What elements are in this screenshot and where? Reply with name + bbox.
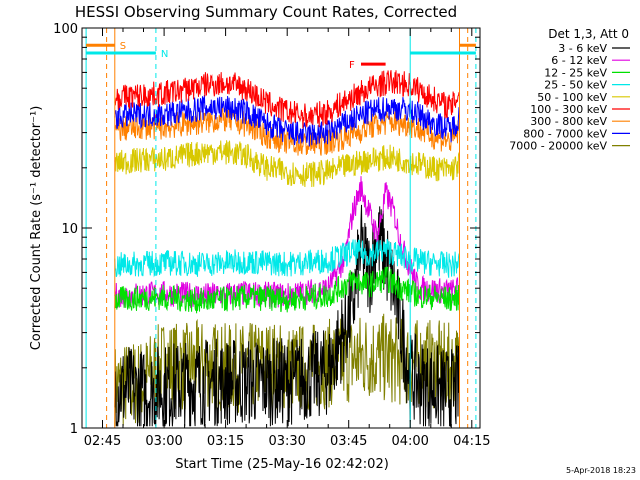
x-tick-label: 03:00 xyxy=(145,434,182,449)
legend-label-7000-20000-kev: 7000 - 20000 keV xyxy=(509,140,607,153)
legend-title: Det 1,3, Att 0 xyxy=(548,27,629,41)
x-tick-label: 03:30 xyxy=(268,434,305,449)
series-line-300-800-kev xyxy=(114,106,460,156)
x-axis-label: Start Time (25-May-16 02:42:02) xyxy=(175,457,389,472)
y-tick-label: 1 xyxy=(70,422,78,437)
legend-label-25-50-kev: 25 - 50 keV xyxy=(544,79,607,92)
y-tick-label: 10 xyxy=(61,222,78,237)
x-tick-label: 03:45 xyxy=(330,434,367,449)
x-tick-label: 04:00 xyxy=(391,434,428,449)
legend-label-12-25-kev: 12 - 25 keV xyxy=(544,66,607,79)
series-line-25-50-kev xyxy=(114,238,460,278)
legend-label-100-300-kev: 100 - 300 keV xyxy=(530,103,607,116)
series-line-3-6-kev xyxy=(114,204,460,427)
x-tick-label: 03:15 xyxy=(207,434,244,449)
legend-label-800-7000-kev: 800 - 7000 keV xyxy=(523,127,607,140)
series-line-800-7000-kev xyxy=(114,94,460,147)
legend-label-3-6-kev: 3 - 6 keV xyxy=(558,42,607,55)
y-tick-label: 100 xyxy=(53,22,78,37)
x-tick-label: 02:45 xyxy=(84,434,121,449)
footer-date: 5-Apr-2018 18:23 xyxy=(566,466,636,475)
y-axis-label: Corrected Count Rate (s⁻¹ detector⁻¹) xyxy=(29,106,44,351)
series-layer xyxy=(114,70,460,427)
x-tick-label: 04:15 xyxy=(453,434,490,449)
flag-label-s: S xyxy=(120,41,126,52)
chart-title: HESSI Observing Summary Count Rates, Cor… xyxy=(75,3,457,21)
flag-label-f: F xyxy=(349,60,355,71)
legend-label-300-800-kev: 300 - 800 keV xyxy=(530,115,607,128)
series-line-12-25-kev xyxy=(114,266,460,314)
series-line-100-300-kev xyxy=(114,70,460,129)
series-line-50-100-kev xyxy=(114,140,460,188)
flag-label-n: N xyxy=(161,49,168,60)
legend-label-6-12-kev: 6 - 12 keV xyxy=(551,54,607,67)
legend-label-50-100-kev: 50 - 100 keV xyxy=(537,91,607,104)
axis-layer: 02:45 03:00 03:15 03:30 03:45 04:00 04:15 1 10 10… xyxy=(53,22,490,449)
